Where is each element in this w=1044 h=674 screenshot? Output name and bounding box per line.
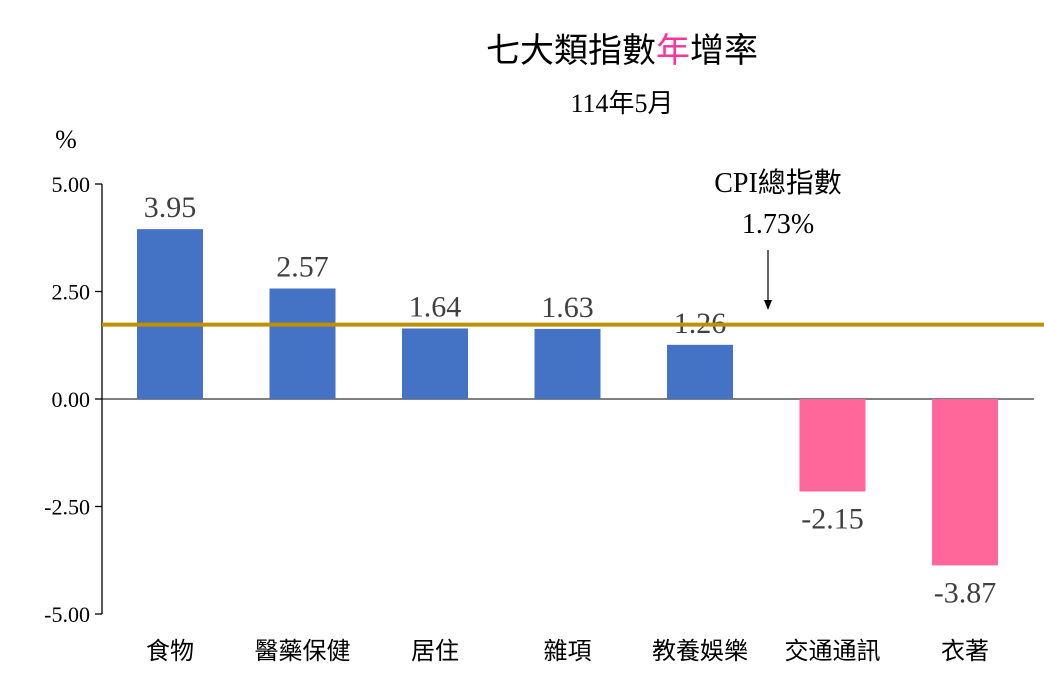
title-part-2-accent: 年: [656, 32, 690, 70]
category-label: 教養娛樂: [652, 638, 748, 665]
y-tick-label: -2.50: [44, 495, 90, 520]
y-tick-label: 2.50: [52, 280, 91, 305]
chart-title: 七大類指數年增率: [486, 32, 758, 70]
reference-label-line2: 1.73%: [742, 209, 814, 240]
category-label: 居住: [411, 638, 459, 665]
y-tick-label: 0.00: [52, 387, 91, 412]
category-label: 交通通訊: [785, 638, 881, 665]
bar-7: [932, 399, 998, 566]
plot-area: 5.00 2.50 0.00 -2.50 -5.00 3.95 食物 2.57 醫藥保健 1.64…: [44, 172, 1044, 665]
bar-6: [799, 399, 866, 492]
reference-arrow-head: [764, 300, 772, 310]
data-label: 2.57: [276, 250, 329, 283]
bar-1: [137, 229, 203, 399]
y-axis-unit-label: %: [55, 125, 77, 154]
reference-label-line1: CPI總指數: [714, 167, 842, 199]
bar-5: [667, 344, 733, 399]
bar-4: [534, 328, 601, 399]
category-label: 衣著: [941, 638, 989, 665]
y-tick-label: -5.00: [44, 602, 90, 627]
title-part-1: 七大類指數: [486, 32, 656, 70]
y-tick-label: 5.00: [52, 172, 91, 197]
data-label: 3.95: [144, 191, 197, 224]
bar-2: [269, 288, 336, 399]
title-part-3: 增率: [690, 32, 758, 70]
data-label: 1.64: [409, 290, 462, 323]
bar-3: [402, 328, 468, 399]
data-label: -3.87: [934, 576, 997, 609]
category-label: 醫藥保健: [255, 638, 351, 665]
category-label: 食物: [146, 638, 194, 665]
category-label: 雜項: [544, 638, 592, 665]
data-label: 1.63: [541, 291, 594, 324]
data-label: -2.15: [801, 502, 864, 535]
chart-subtitle: 114年5月: [570, 89, 673, 118]
